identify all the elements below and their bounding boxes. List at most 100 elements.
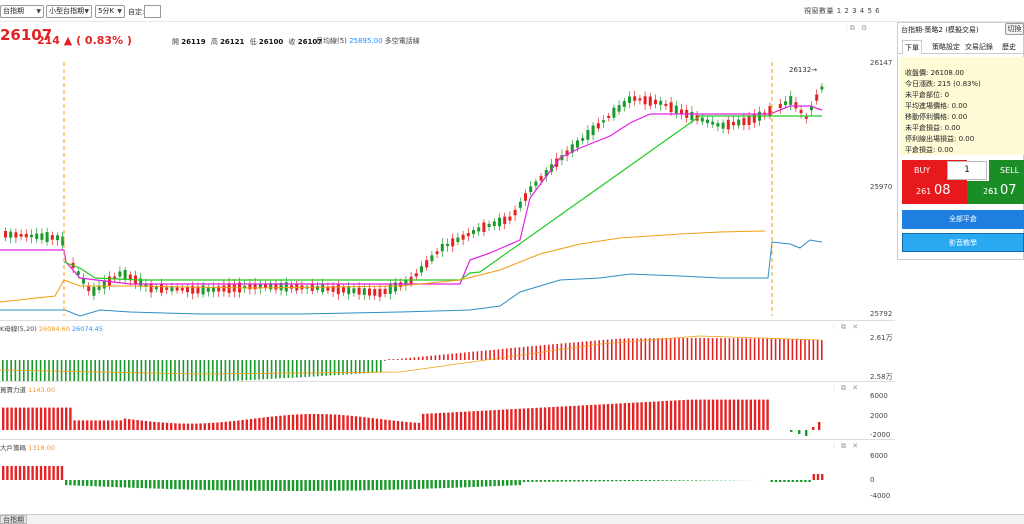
strength-bar <box>350 415 353 430</box>
strength-bar <box>501 409 505 430</box>
candle <box>394 282 397 292</box>
chip-bar <box>342 480 345 491</box>
candle <box>498 217 501 227</box>
sell-button[interactable]: SELL 261 07 <box>983 160 1024 204</box>
candle <box>316 285 319 290</box>
bid-suffix: 08 <box>934 183 951 198</box>
histogram-bar <box>686 338 689 360</box>
histogram-bar <box>581 341 584 360</box>
candle <box>446 243 449 247</box>
indicator-settings-icon[interactable]: ⫶ ⧉ ✕ <box>833 384 861 392</box>
histogram-bar <box>808 339 810 360</box>
candle <box>544 170 548 177</box>
candle <box>19 234 23 237</box>
chip-bar <box>81 480 85 486</box>
switch-button[interactable]: 切換 <box>1005 23 1024 35</box>
chip-bar <box>44 466 47 480</box>
high-value: 26121 <box>220 38 245 46</box>
chip-bar <box>144 480 148 489</box>
strength-bar <box>493 410 496 430</box>
tab-order[interactable]: 下單 <box>902 40 922 54</box>
y-tick: 6000 <box>870 452 888 460</box>
candle <box>362 288 366 295</box>
strength-bar <box>296 414 299 430</box>
quantity-input[interactable]: 1 <box>947 161 987 180</box>
tutorial-button[interactable]: 影音教學 <box>902 233 1024 252</box>
chip-bar <box>791 480 794 482</box>
indicator-settings-icon[interactable]: ⫶ ⧉ ✕ <box>833 442 861 450</box>
strength-bar <box>745 399 748 430</box>
histogram-bar <box>468 352 470 360</box>
period-type-select[interactable]: 小型台指期 ▼ <box>46 5 92 18</box>
histogram-bar <box>510 348 512 360</box>
y-tick: -2000 <box>870 431 891 439</box>
indicator-settings-icon[interactable]: ⫶ ⧉ ✕ <box>833 323 861 331</box>
strength-bar <box>535 407 538 430</box>
candle <box>513 209 517 216</box>
candle <box>550 164 553 172</box>
histogram-bar <box>770 338 773 360</box>
footer-tab[interactable]: 台指期 <box>0 515 27 524</box>
chip-bar <box>98 480 101 487</box>
histogram-bar <box>283 360 285 379</box>
candle <box>784 101 787 106</box>
histogram-bar <box>564 343 567 360</box>
chip-bar <box>396 480 400 490</box>
strength-bar <box>52 407 55 430</box>
strength-bar <box>560 406 563 430</box>
auto-input[interactable] <box>144 5 161 18</box>
chip-bar <box>426 480 429 489</box>
strength-bar <box>556 406 559 430</box>
strength-bar <box>111 420 114 430</box>
candle <box>321 284 325 293</box>
strength-bar <box>426 413 429 430</box>
chip-bar <box>648 480 652 481</box>
chip-bar <box>451 480 454 488</box>
strength-bar <box>65 407 68 430</box>
candle <box>477 227 481 232</box>
tab-history[interactable]: 歷史回 <box>1002 43 1016 65</box>
strength-bar <box>518 408 521 430</box>
window-count[interactable]: 視窗數量 1 2 3 4 5 6 <box>804 7 881 15</box>
chip-bar <box>527 480 530 482</box>
candle <box>97 285 101 290</box>
candle <box>388 284 392 294</box>
histogram-bar <box>531 346 533 360</box>
indicator-label: K母線(5,20) 26084.60 26074.45 <box>0 323 103 333</box>
strength-bar <box>753 399 757 430</box>
interval-select[interactable]: 5分K ▼ <box>95 5 125 18</box>
product-select[interactable]: 台指期 ▼ <box>0 5 44 18</box>
histogram-bar <box>594 340 596 360</box>
chip-bar <box>359 480 362 491</box>
toolbar <box>0 0 1024 22</box>
chip-bar <box>548 480 551 482</box>
chip-bar <box>455 480 458 488</box>
chip-bar <box>779 480 782 482</box>
histogram-bar <box>657 338 659 360</box>
histogram-bar <box>333 360 336 376</box>
candle <box>815 94 819 101</box>
strength-bar <box>161 422 164 430</box>
histogram-bar <box>321 360 323 377</box>
candle <box>466 233 470 237</box>
close-all-button[interactable]: 全部平倉 <box>902 210 1024 229</box>
divider <box>0 320 895 321</box>
strength-bar <box>737 399 740 430</box>
histogram-bar <box>795 339 798 360</box>
tab-trade-log[interactable]: 交易記錄 <box>965 43 993 51</box>
chart-settings-icon[interactable]: ⫶⧉ ⚙ <box>846 24 870 32</box>
histogram-bar <box>228 360 231 382</box>
sell-button-ext[interactable]: 261 <box>967 181 998 204</box>
tab-strategy-settings[interactable]: 策略設定 <box>932 43 960 51</box>
chip-bar <box>388 480 391 490</box>
candle <box>700 117 704 122</box>
strength-bar <box>581 405 584 430</box>
candle <box>716 123 720 127</box>
strength-bar <box>333 414 337 430</box>
candle <box>721 122 725 129</box>
histogram-bar <box>354 360 357 374</box>
histogram-bar <box>304 360 306 378</box>
chip-bar <box>493 480 496 487</box>
candle <box>357 287 361 295</box>
histogram-bar <box>174 360 176 382</box>
